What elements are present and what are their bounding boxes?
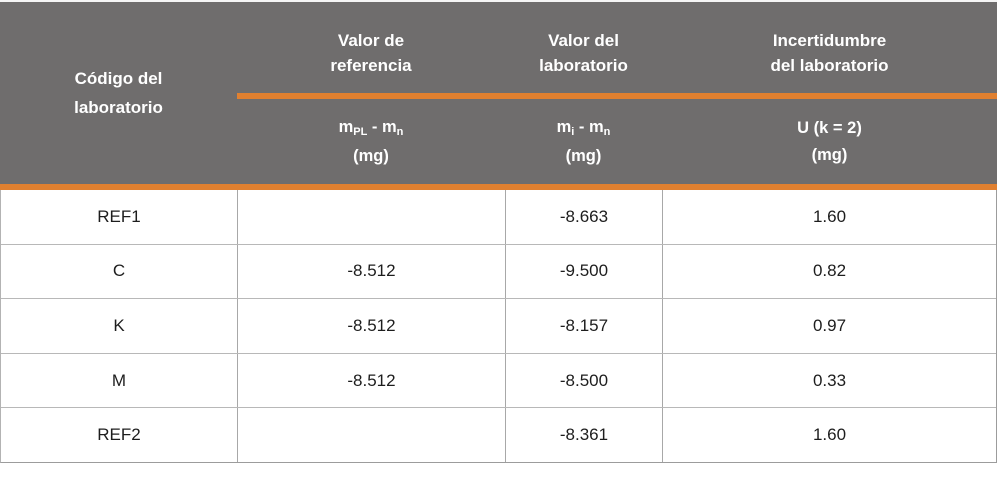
subheader-laboratory-symbol: mi - mn (mg) bbox=[505, 99, 662, 184]
column-header-laboratory-line2: laboratorio bbox=[539, 55, 628, 75]
cell-reference bbox=[237, 190, 505, 244]
laboratory-symbol: mi - mn bbox=[556, 117, 611, 138]
column-header-code-line2: laboratorio bbox=[74, 98, 163, 117]
cell-uncertainty: 0.82 bbox=[662, 244, 996, 299]
cell-uncertainty: 0.33 bbox=[662, 353, 996, 408]
cell-uncertainty: 1.60 bbox=[662, 408, 996, 462]
subheader-reference-symbol: mPL - mn (mg) bbox=[237, 99, 505, 184]
cell-uncertainty: 1.60 bbox=[662, 190, 996, 244]
uncertainty-symbol: U (k = 2) bbox=[797, 118, 862, 137]
reference-symbol: mPL - mn bbox=[338, 117, 404, 138]
uncertainty-unit: (mg) bbox=[811, 145, 848, 164]
cell-reference: -8.512 bbox=[237, 353, 505, 408]
cell-laboratory: -8.157 bbox=[505, 299, 662, 353]
cell-laboratory: -8.361 bbox=[505, 408, 662, 462]
column-header-reference: Valor de referencia bbox=[237, 2, 505, 93]
cell-reference: -8.512 bbox=[237, 244, 505, 299]
column-header-reference-line1: Valor de bbox=[337, 30, 405, 50]
cell-code: C bbox=[112, 261, 126, 281]
cell-reference: -8.512 bbox=[237, 299, 505, 353]
header-accent-divider bbox=[237, 93, 997, 99]
column-header-code-line1: Código del bbox=[74, 69, 163, 88]
cell-laboratory: -8.500 bbox=[505, 353, 662, 408]
table-row: C -8.512 -9.500 0.82 bbox=[1, 243, 996, 299]
column-header-uncertainty-line1: Incertidumbre bbox=[772, 30, 887, 50]
column-header-uncertainty-line2: del laboratorio bbox=[770, 55, 889, 75]
cell-code: REF2 bbox=[97, 425, 141, 445]
cell-laboratory: -8.663 bbox=[505, 190, 662, 244]
cell-uncertainty: 0.97 bbox=[662, 299, 996, 353]
column-header-reference-line2: referencia bbox=[330, 55, 412, 75]
column-header-uncertainty: Incertidumbre del laboratorio bbox=[662, 2, 997, 93]
table-row: K -8.512 -8.157 0.97 bbox=[1, 298, 996, 353]
cell-reference bbox=[237, 408, 505, 462]
table-row: REF2 -8.361 1.60 bbox=[1, 407, 996, 462]
column-header-laboratory-line1: Valor del bbox=[548, 30, 619, 50]
table-row: REF1 -8.663 1.60 bbox=[1, 190, 996, 244]
table-body: REF1 -8.663 1.60 C -8.512 -9.500 0.82 K … bbox=[0, 190, 997, 463]
cell-code: M bbox=[111, 370, 127, 390]
reference-unit: (mg) bbox=[353, 146, 389, 165]
cell-code: REF1 bbox=[97, 206, 141, 226]
column-header-code: Código del laboratorio bbox=[0, 2, 237, 184]
table-row: M -8.512 -8.500 0.33 bbox=[1, 352, 996, 408]
subheader-uncertainty-symbol: U (k = 2) (mg) bbox=[662, 99, 997, 184]
table-header: Código del laboratorio Valor de referenc… bbox=[0, 0, 997, 190]
laboratory-unit: (mg) bbox=[565, 146, 602, 165]
cell-code: K bbox=[113, 315, 125, 335]
header-bottom-accent-bar bbox=[0, 184, 997, 190]
cell-laboratory: -9.500 bbox=[505, 244, 662, 299]
column-header-laboratory: Valor del laboratorio bbox=[505, 2, 662, 93]
